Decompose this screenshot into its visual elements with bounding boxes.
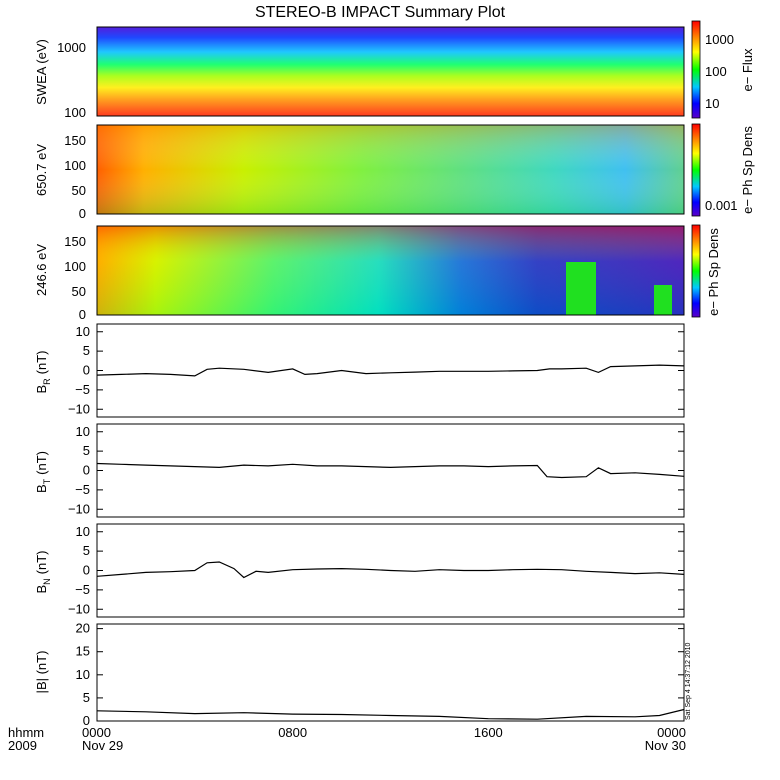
bmag-tick-label: 0 xyxy=(83,713,90,728)
swea-frame xyxy=(96,26,685,117)
br-tick-label: 0 xyxy=(83,363,90,378)
pad246-tick-50: 50 xyxy=(72,284,86,299)
bt-tick-label: −10 xyxy=(68,501,90,516)
br-ylabel-unit: (nT) xyxy=(34,350,49,374)
br-series-line xyxy=(96,364,685,377)
colorbar-flux-label: e− Flux xyxy=(740,48,755,91)
bmag-tick-label: 10 xyxy=(76,667,90,682)
pad246-green-patch xyxy=(566,262,596,315)
bt-series-line xyxy=(96,462,685,479)
bt-tick-label: 10 xyxy=(76,424,90,439)
pad650-ylabel: 650.7 eV xyxy=(34,144,49,196)
swea-spectrogram xyxy=(97,27,684,116)
br-y-ticks: 10 5 0 −5 −10 xyxy=(68,324,684,416)
colorbar-flux-tick-10: 10 xyxy=(705,96,719,111)
bmag-tick-label: 20 xyxy=(76,621,90,636)
panel-pad-246: 150 100 50 0 246.6 eV xyxy=(34,225,685,322)
pad650-overlay xyxy=(97,125,684,214)
colorbar-flux-tick-100: 100 xyxy=(705,64,727,79)
bmag-ylabel: |B| (nT) xyxy=(34,651,49,694)
bn-tick-label: −5 xyxy=(75,582,90,597)
pad246-tick-150: 150 xyxy=(64,234,86,249)
colorbar-flux-gradient xyxy=(691,20,701,119)
date-tick-label: Nov 30 xyxy=(645,738,686,753)
br-ylabel: BR (nT) xyxy=(34,350,52,393)
pad650-tick-100: 100 xyxy=(64,158,86,173)
bt-frame xyxy=(96,423,685,518)
panel-pad-650: 150 100 50 0 650.7 eV xyxy=(34,124,685,221)
colorbar-pad650-gradient xyxy=(691,123,701,217)
pad650-frame xyxy=(96,124,685,215)
bn-ylabel: BN (nT) xyxy=(34,550,52,593)
bt-ylabel: BT (nT) xyxy=(34,451,52,493)
panel-bmag: 20 15 10 5 0 |B| (nT) Sat Sep 4 14:37:12 201… xyxy=(34,621,692,728)
bn-tick-label: 0 xyxy=(83,563,90,578)
time-tick-label: 0800 xyxy=(278,725,307,740)
swea-tick-100: 100 xyxy=(64,105,86,120)
bmag-series-line xyxy=(96,708,685,720)
bt-tick-label: −5 xyxy=(75,482,90,497)
pad650-tick-50: 50 xyxy=(72,183,86,198)
br-ylabel-sub: R xyxy=(42,378,52,385)
swea-tick-1000: 1000 xyxy=(57,40,86,55)
bn-y-ticks: 10 5 0 −5 −10 xyxy=(68,524,684,616)
bn-ylabel-sub: N xyxy=(42,578,52,585)
bmag-tick-label: 5 xyxy=(83,690,90,705)
colorbar-pad650: 0.001 e− Ph Sp Dens xyxy=(691,123,755,217)
swea-ylabel: SWEA (eV) xyxy=(34,39,49,105)
colorbar-flux: 1000 100 10 e− Flux xyxy=(691,20,755,119)
pad650-tick-150: 150 xyxy=(64,133,86,148)
date-tick-label: Nov 29 xyxy=(82,738,123,753)
bn-tick-label: −10 xyxy=(68,601,90,616)
time-tick-label: 0000 xyxy=(657,725,686,740)
bn-tick-label: 10 xyxy=(76,524,90,539)
bt-ylabel-sub: T xyxy=(42,478,52,484)
pad246-frame xyxy=(96,225,685,316)
pad246-tick-0: 0 xyxy=(79,307,86,322)
panel-bt: 10 5 0 −5 −10 BT (nT) xyxy=(34,423,685,518)
colorbar-pad246-gradient xyxy=(691,224,701,318)
bmag-tick-label: 15 xyxy=(76,644,90,659)
br-tick-label: 5 xyxy=(83,343,90,358)
hhmm-label: hhmm xyxy=(8,725,44,740)
pad246-ylabel: 246.6 eV xyxy=(34,244,49,296)
br-tick-label: −5 xyxy=(75,382,90,397)
bt-ylabel-main: B xyxy=(34,484,49,493)
year-label: 2009 xyxy=(8,738,37,753)
bn-tick-label: 5 xyxy=(83,543,90,558)
bn-series-line xyxy=(96,561,685,579)
time-tick-label: 1600 xyxy=(474,725,503,740)
bn-ylabel-unit: (nT) xyxy=(34,550,49,574)
panel-br: 10 5 0 −5 −10 BR (nT) xyxy=(34,323,685,418)
time-tick-label: 0000 xyxy=(82,725,111,740)
bmag-y-ticks: 20 15 10 5 0 xyxy=(76,621,684,728)
colorbar-pad246-label: e− Ph Sp Dens xyxy=(706,228,721,316)
panel-bn: 10 5 0 −5 −10 BN (nT) xyxy=(34,523,685,618)
bt-tick-label: 5 xyxy=(83,443,90,458)
pad246-tick-100: 100 xyxy=(64,259,86,274)
pad650-tick-0: 0 xyxy=(79,206,86,221)
bt-tick-label: 0 xyxy=(83,463,90,478)
br-tick-label: 10 xyxy=(76,324,90,339)
pad246-green-patch-2 xyxy=(654,285,672,315)
colorbar-flux-tick-1000: 1000 xyxy=(705,32,734,47)
colorbar-pad650-tick-0001: 0.001 xyxy=(705,198,738,213)
panel-swea: 1000 100 SWEA (eV) xyxy=(34,26,685,120)
generation-timestamp: Sat Sep 4 14:37:12 2010 xyxy=(685,642,692,720)
colorbar-pad246: e− Ph Sp Dens xyxy=(691,224,721,318)
bn-ylabel-main: B xyxy=(34,585,49,594)
br-ylabel-main: B xyxy=(34,385,49,394)
colorbar-pad650-label: e− Ph Sp Dens xyxy=(740,126,755,214)
bmag-frame xyxy=(96,623,685,722)
br-tick-label: −10 xyxy=(68,401,90,416)
bt-y-ticks: 10 5 0 −5 −10 xyxy=(68,424,684,516)
bt-ylabel-unit: (nT) xyxy=(34,451,49,475)
figure-title: STEREO-B IMPACT Summary Plot xyxy=(255,4,506,21)
br-frame xyxy=(96,323,685,418)
swea-overlay xyxy=(97,27,684,116)
